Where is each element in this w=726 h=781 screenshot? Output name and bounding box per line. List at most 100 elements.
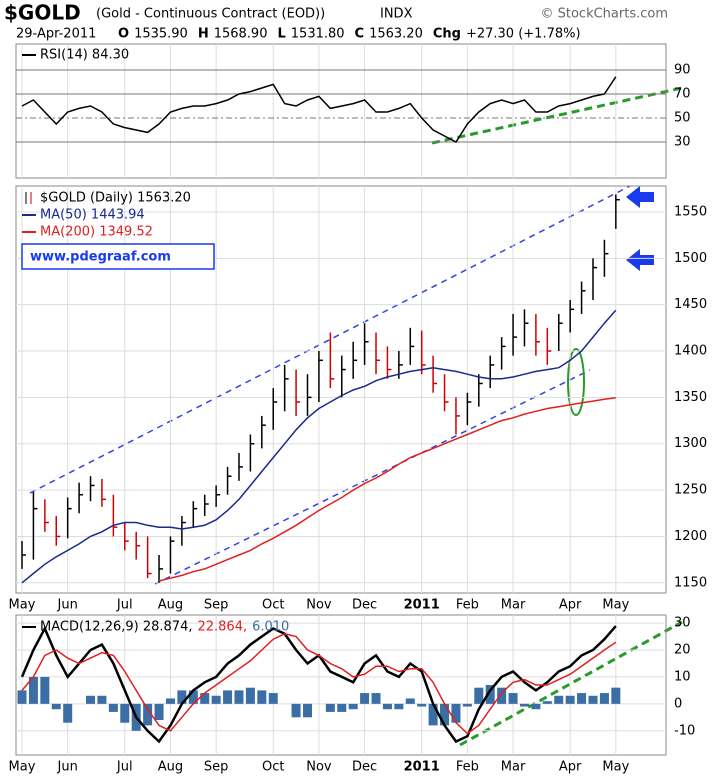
y-tick-label: 1500 [674, 251, 707, 266]
histogram-bar [291, 703, 301, 718]
histogram-bar [97, 695, 107, 704]
x-tick-label: May [9, 760, 36, 775]
histogram-bar [245, 687, 255, 704]
x-tick-label: Apr [559, 760, 582, 775]
histogram-bar [51, 703, 61, 710]
histogram-bar [325, 703, 335, 712]
y-tick-label: 10 [674, 669, 691, 684]
quote-value: 1563.20 [369, 27, 423, 42]
x-tick-label: May [9, 598, 36, 613]
histogram-bar [599, 693, 609, 704]
histogram-bar [211, 695, 221, 704]
histogram-bar [542, 701, 552, 704]
quote-key: C [355, 27, 365, 42]
x-tick-label: 2011 [404, 598, 440, 613]
symbol: $GOLD [4, 1, 81, 25]
panel [15, 614, 667, 756]
histogram-bar [588, 695, 598, 704]
exchange: INDX [380, 7, 413, 22]
x-tick-label: Apr [559, 598, 582, 613]
x-tick-label: Aug [158, 598, 183, 613]
histogram-bar [165, 698, 175, 704]
histogram-bar [360, 693, 370, 704]
x-tick-label: Nov [306, 760, 332, 775]
annotation-box [21, 243, 215, 270]
y-tick-label: 50 [674, 111, 691, 126]
x-tick-label: Sep [204, 598, 229, 613]
x-tick-label: Dec [352, 760, 377, 775]
histogram-bar [485, 685, 495, 704]
legend-label: 22.864, [197, 620, 247, 635]
histogram-bar [508, 693, 518, 704]
macd-line [21, 633, 617, 735]
quote-value: 1535.90 [134, 27, 188, 42]
histogram-bar [417, 703, 427, 707]
ma-line [158, 397, 616, 582]
arrow [626, 249, 654, 271]
histogram-bar [303, 703, 312, 718]
histogram-bar [462, 703, 472, 707]
histogram-bar [154, 703, 164, 720]
legend-label: MACD(12,26,9) 28.874, [40, 620, 192, 635]
quote: O 1535.90 H 1568.90 L 1531.80 C 1563.20 Chg +27.3… [118, 27, 581, 42]
annotation: www.pdegraaf.com [30, 250, 171, 265]
y-tick-label: 1300 [674, 436, 707, 451]
histogram-bar [565, 695, 575, 704]
y-tick-label: 90 [674, 63, 691, 78]
y-tick-label: 0 [674, 696, 682, 711]
x-tick-label: 2011 [404, 760, 440, 775]
y-tick-label: 1200 [674, 529, 707, 544]
y-tick-label: 20 [674, 643, 691, 658]
histogram-bar [120, 703, 130, 723]
legend-label: 6.010 [252, 620, 289, 635]
quote-value: +27.30 (+1.78%) [466, 27, 581, 42]
x-tick-label: Dec [352, 598, 377, 613]
x-tick-label: Mar [501, 598, 526, 613]
date: 29-Apr-2011 [16, 27, 96, 42]
source: © StockCharts.com [540, 7, 668, 22]
highlight-ellipse [567, 348, 585, 416]
x-tick-label: Jul [116, 598, 133, 613]
histogram-bar [337, 703, 347, 712]
histogram-bar [519, 703, 529, 707]
x-tick-label: Mar [501, 760, 526, 775]
quote-key: L [277, 27, 285, 42]
histogram-bar [200, 693, 210, 704]
histogram-bar [86, 695, 96, 704]
x-tick-label: Sep [204, 760, 229, 775]
histogram-bar [108, 703, 118, 712]
x-tick-label: Nov [306, 598, 332, 613]
x-tick-label: Feb [456, 760, 479, 775]
histogram-bar [268, 693, 278, 704]
histogram-bar [188, 690, 198, 704]
panel [15, 43, 667, 179]
histogram-bar [348, 703, 358, 710]
histogram-bar [394, 703, 404, 710]
histogram-bar [257, 690, 267, 704]
histogram-bar [17, 690, 27, 704]
ma-line [21, 309, 617, 584]
y-tick-label: 70 [674, 87, 691, 102]
x-tick-label: May [602, 598, 629, 613]
y-tick-label: 1450 [674, 297, 707, 312]
histogram-bar [440, 703, 450, 726]
arrow [626, 186, 654, 208]
y-tick-label: 30 [674, 135, 691, 150]
histogram-bar [577, 693, 587, 704]
histogram-bar [234, 690, 244, 704]
histogram-bar [40, 676, 50, 704]
rsi-title: RSI(14) 84.30 [40, 48, 129, 63]
legend-label: MA(200) 1349.52 [40, 225, 153, 240]
histogram-bar [531, 703, 541, 710]
lower-channel [154, 369, 591, 585]
histogram-bar [554, 695, 564, 704]
x-tick-label: May [602, 760, 629, 775]
histogram-bar [371, 693, 381, 704]
histogram-bar [405, 698, 415, 704]
y-tick-label: -10 [674, 723, 695, 738]
y-tick-label: 1250 [674, 483, 707, 498]
macd-trendline [459, 620, 683, 747]
y-tick-label: 1400 [674, 344, 707, 359]
x-tick-label: Jul [116, 760, 133, 775]
histogram-bar [28, 676, 38, 704]
